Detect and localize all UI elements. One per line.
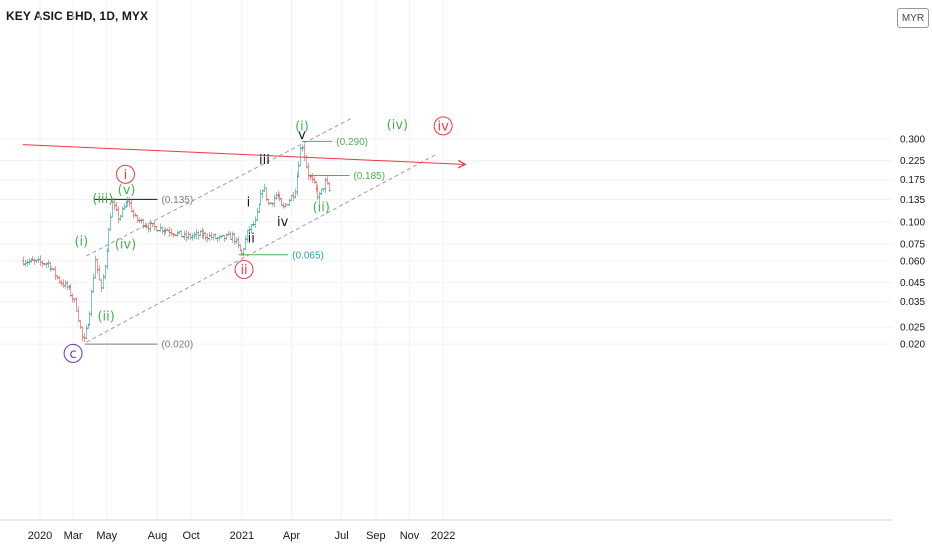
x-tick-label: Apr	[283, 530, 300, 542]
currency-button[interactable]: MYR	[897, 8, 929, 28]
y-axis: 0.300 0.225 0.175 0.135 0.100 0.075 0.060 0.045…	[900, 134, 925, 350]
y-tick-label: 0.035	[900, 297, 925, 308]
wave-label: iii	[259, 153, 270, 168]
level-label: (0.290)	[336, 137, 368, 148]
x-axis: 2020 Mar May Aug Oct 2021 Apr Jul Sep Nov 2022	[28, 530, 456, 542]
level-label: (0.185)	[353, 171, 385, 182]
wave-label-circle	[115, 164, 135, 184]
grid	[0, 0, 892, 520]
y-tick-label: 0.100	[900, 218, 925, 229]
wave-label: iv	[277, 215, 289, 230]
wave-label: (ii)	[97, 309, 114, 324]
level-label: (0.020)	[161, 340, 193, 351]
trendlines-layer	[22, 117, 467, 343]
wave-label: (v)	[118, 183, 136, 198]
x-tick-label: Aug	[148, 530, 168, 542]
y-tick-label: 0.020	[900, 340, 925, 351]
wave-label-circle	[63, 343, 83, 363]
arrow-head	[457, 159, 467, 169]
x-tick-label: 2022	[431, 530, 455, 542]
wave-label: (ii)	[313, 201, 330, 216]
wave-label: i	[124, 168, 128, 183]
wave-label-circle	[433, 116, 453, 136]
wave-label: iv	[437, 119, 449, 134]
channel-line	[86, 153, 437, 343]
wave-label: v	[298, 128, 306, 143]
candles-layer	[22, 143, 331, 343]
wave-label: ii	[240, 263, 247, 278]
annotations-layer: (iii)(v)i(i) (iv)(ii)ciiiiiiiiivv(i)(ii)(…	[63, 116, 453, 363]
wave-label: i	[247, 196, 251, 211]
wave-label: (iv)	[387, 118, 408, 133]
level-label: (0.065)	[292, 250, 324, 261]
y-tick-label: 0.060	[900, 256, 925, 267]
x-tick-label: Jul	[335, 530, 349, 542]
x-tick-label: Nov	[400, 530, 420, 542]
y-tick-label: 0.175	[900, 175, 925, 186]
level-label: (0.135)	[161, 195, 193, 206]
wave-label: (i)	[295, 120, 309, 135]
x-tick-label: 2021	[230, 530, 254, 542]
wave-label-circle	[234, 260, 254, 280]
wave-label: (iv)	[115, 237, 136, 252]
wave-label: c	[70, 347, 77, 362]
x-tick-label: Oct	[183, 530, 200, 542]
chart-title: KEY ASIC BHD, 1D, MYX	[6, 9, 149, 23]
x-tick-label: May	[96, 530, 117, 542]
y-tick-label: 0.025	[900, 323, 925, 334]
wave-label: ii	[248, 232, 255, 247]
x-tick-label: Mar	[64, 530, 83, 542]
y-tick-label: 0.045	[900, 278, 925, 289]
levels-layer: (0.135) (0.020) (0.065) (0.290) (0.185)	[84, 137, 385, 351]
trendline-arrow	[22, 144, 466, 165]
y-tick-label: 0.300	[900, 134, 925, 145]
y-tick-label: 0.135	[900, 195, 925, 206]
x-tick-label: 2020	[28, 530, 52, 542]
wave-label: (iii)	[92, 192, 113, 207]
y-tick-label: 0.225	[900, 156, 925, 167]
y-tick-label: 0.075	[900, 239, 925, 250]
x-tick-label: Sep	[366, 530, 386, 542]
channel-line	[86, 117, 353, 257]
wave-label: (i)	[74, 234, 88, 249]
